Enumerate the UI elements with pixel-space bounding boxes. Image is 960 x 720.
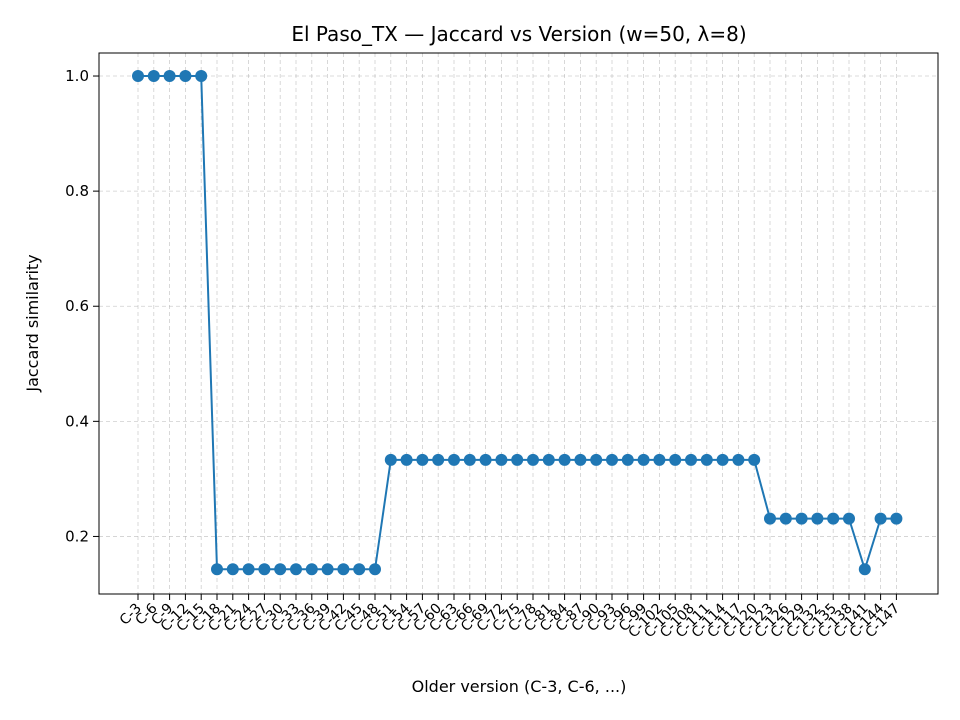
- data-point: [463, 453, 476, 466]
- y-tick-label: 0.6: [65, 297, 89, 315]
- data-point: [669, 453, 682, 466]
- data-point: [195, 70, 208, 83]
- y-tick-label: 0.8: [65, 182, 89, 200]
- y-tick-label: 0.2: [65, 527, 89, 545]
- data-point: [542, 453, 555, 466]
- data-point: [337, 563, 350, 576]
- data-point: [179, 70, 192, 83]
- series-group: [132, 70, 903, 576]
- data-point: [621, 453, 634, 466]
- data-point: [353, 563, 366, 576]
- data-point: [448, 453, 460, 466]
- data-point: [732, 453, 745, 466]
- data-point: [700, 453, 713, 466]
- y-tick-label: 0.4: [65, 412, 89, 430]
- data-point: [811, 512, 824, 525]
- x-axis: C-3C-6C-9C-12C-15C-18C-21C-24C-27C-30C-3…: [117, 594, 903, 641]
- data-point: [400, 453, 413, 466]
- y-tick-label: 1.0: [65, 67, 89, 85]
- grid-lines: [99, 53, 938, 594]
- data-point: [827, 512, 840, 525]
- data-point: [574, 453, 587, 466]
- data-point: [637, 453, 650, 466]
- chart-title: El Paso_TX — Jaccard vs Version (w=50, λ…: [291, 22, 746, 46]
- y-axis: 0.2 0.4 0.6 0.8 1.0: [65, 67, 99, 545]
- data-point: [305, 563, 318, 576]
- data-point: [685, 453, 697, 466]
- data-point: [211, 563, 223, 576]
- data-point: [558, 453, 571, 466]
- data-point: [495, 453, 508, 466]
- data-point: [748, 453, 761, 466]
- data-point: [384, 453, 397, 466]
- data-point: [479, 453, 492, 466]
- data-point: [432, 453, 445, 466]
- x-axis-label: Older version (C-3, C-6, ...): [412, 677, 627, 696]
- data-point: [653, 453, 666, 466]
- data-point: [132, 70, 144, 83]
- plot-frame: [98, 52, 939, 595]
- data-point: [147, 70, 160, 83]
- data-point: [163, 70, 176, 83]
- data-point: [764, 512, 776, 525]
- data-point: [590, 453, 603, 466]
- data-point: [242, 563, 255, 576]
- data-point: [321, 563, 334, 576]
- data-point: [226, 563, 239, 576]
- data-point: [858, 563, 871, 576]
- data-point: [716, 453, 729, 466]
- data-point: [274, 563, 287, 576]
- data-point: [416, 453, 429, 466]
- data-point: [874, 512, 887, 525]
- data-point: [606, 453, 618, 466]
- data-point: [511, 453, 524, 466]
- data-point: [843, 512, 855, 525]
- data-point: [890, 512, 903, 525]
- data-point: [290, 563, 302, 576]
- data-point: [369, 563, 381, 576]
- data-point: [795, 512, 808, 525]
- data-point: [258, 563, 271, 576]
- data-point: [779, 512, 792, 525]
- y-axis-label: Jaccard similarity: [23, 254, 42, 392]
- data-point: [527, 453, 539, 466]
